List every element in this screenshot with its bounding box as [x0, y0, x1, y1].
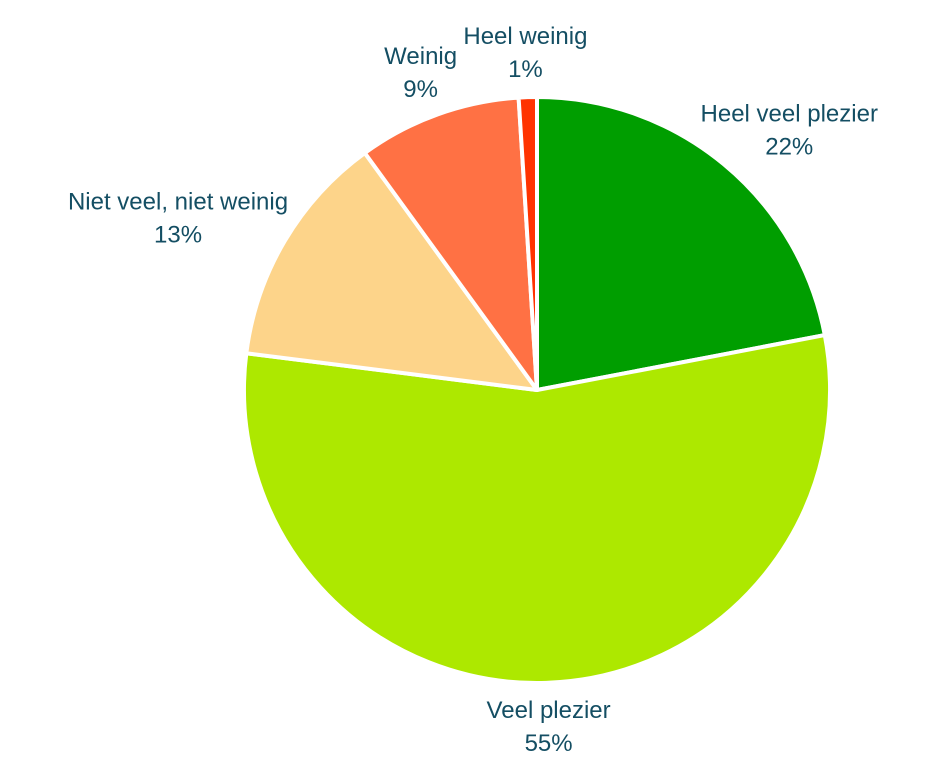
pie-slice — [362, 95, 539, 392]
slice-label: Weinig 9% — [384, 43, 457, 103]
value-label: 9% — [403, 76, 438, 103]
category-label: Niet veel, niet weinig — [68, 188, 288, 215]
pie-slice — [535, 95, 827, 392]
pie-slice — [242, 333, 832, 685]
pie-slice — [244, 150, 539, 392]
value-label: 1% — [508, 56, 543, 83]
slice-label: Niet veel, niet weinig 13% — [68, 188, 288, 248]
value-label: 13% — [154, 221, 202, 248]
category-label: Heel veel plezier — [701, 100, 878, 127]
category-label: Veel plezier — [487, 697, 611, 724]
category-label: Heel weinig — [463, 23, 587, 50]
pie-slice — [516, 95, 539, 392]
value-label: 55% — [525, 730, 573, 757]
slice-label: Heel weinig 1% — [463, 23, 587, 83]
slice-label: Veel plezier 55% — [487, 697, 611, 757]
category-label: Weinig — [384, 43, 457, 70]
value-label: 22% — [765, 133, 813, 160]
slice-label: Heel veel plezier 22% — [701, 100, 878, 160]
